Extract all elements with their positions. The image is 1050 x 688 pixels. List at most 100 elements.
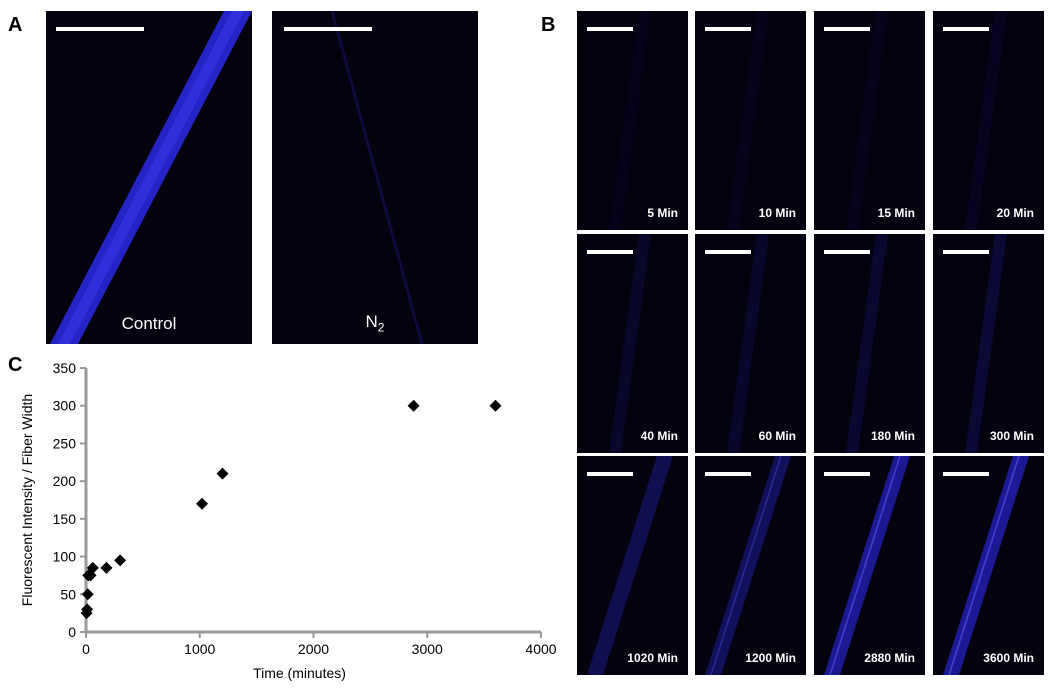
timepoint-caption: 10 Min [758, 206, 796, 220]
scale-bar [705, 472, 751, 476]
micrograph-timepoint: 1200 Min [695, 456, 806, 675]
fiber-image [609, 234, 651, 453]
timepoint-caption: 1020 Min [627, 651, 678, 665]
data-point [86, 561, 99, 574]
fiber-image [705, 456, 791, 675]
micrograph-timepoint: 20 Min [933, 11, 1044, 230]
scale-bar [284, 27, 372, 31]
scale-bar [943, 472, 989, 476]
fiber-image [727, 234, 769, 453]
fiber-image [587, 456, 673, 675]
y-tick-label: 250 [53, 435, 77, 451]
timepoint-caption: 2880 Min [864, 651, 915, 665]
data-point [216, 467, 229, 480]
y-tick-label: 350 [53, 360, 77, 376]
fiber [824, 456, 910, 675]
data-point [114, 554, 127, 567]
scale-bar [943, 27, 989, 31]
data-point [196, 497, 209, 510]
scale-bar [587, 27, 633, 31]
micrograph-timepoint: 1020 Min [577, 456, 688, 675]
data-point [81, 588, 94, 601]
micrograph-nitrogen: N2 [272, 11, 478, 344]
scale-bar [56, 27, 144, 31]
fiber [727, 234, 769, 453]
timepoint-caption: 180 Min [870, 429, 915, 443]
scale-bar [587, 472, 633, 476]
fiber-image [824, 456, 910, 675]
image-caption: N2 [365, 311, 385, 334]
micrograph-timepoint: 10 Min [695, 11, 806, 230]
y-tick-label: 100 [53, 549, 77, 565]
scale-bar [587, 250, 633, 254]
y-tick-label: 300 [53, 398, 77, 414]
fiber [846, 11, 888, 230]
data-point [100, 561, 113, 574]
timepoint-caption: 60 Min [758, 429, 796, 443]
x-tick-label: 3000 [412, 641, 443, 657]
fiber [943, 456, 1029, 675]
fiber [609, 234, 651, 453]
y-tick-label: 150 [53, 511, 77, 527]
timepoint-caption: 20 Min [996, 206, 1034, 220]
x-tick-label: 2000 [298, 641, 329, 657]
fiber-image [330, 11, 424, 344]
micrograph-timepoint: 40 Min [577, 234, 688, 453]
micrograph-timepoint: 300 Min [933, 234, 1044, 453]
scale-bar [943, 250, 989, 254]
x-tick-label: 0 [82, 641, 90, 657]
micrograph-timepoint: 60 Min [695, 234, 806, 453]
fiber [965, 11, 1007, 230]
scale-bar [705, 27, 751, 31]
fiber [846, 234, 888, 453]
data-point [81, 603, 94, 616]
timepoint-caption: 5 Min [647, 206, 678, 220]
panel-label-b: B [541, 14, 556, 36]
micrograph-timepoint: 2880 Min [814, 456, 925, 675]
timepoint-caption: 1200 Min [745, 651, 796, 665]
timepoint-caption: 40 Min [640, 429, 678, 443]
fiber [705, 456, 791, 675]
timepoint-caption: 3600 Min [983, 651, 1034, 665]
fiber [609, 11, 651, 230]
fiber-image [50, 11, 252, 344]
scatter-chart: 0 50 100 150 200 250 300 350 0 1000 2000 3000 4000 Ti… [19, 360, 557, 681]
micrograph-timepoint: 180 Min [814, 234, 925, 453]
y-tick-label: 50 [60, 586, 76, 602]
panel-label-c: C [8, 354, 23, 376]
y-tick-label: 0 [68, 624, 76, 640]
image-caption-subscript: 2 [377, 320, 385, 334]
micrograph-timepoint: 3600 Min [933, 456, 1044, 675]
fiber-edge [710, 456, 782, 675]
panel-label-a: A [8, 14, 23, 36]
scale-bar [824, 250, 870, 254]
micrograph-timepoint: 5 Min [577, 11, 688, 230]
fiber-image [609, 11, 651, 230]
fiber [727, 11, 769, 230]
fiber-image [846, 234, 888, 453]
fiber-edge [948, 456, 1020, 675]
y-tick-label: 200 [53, 473, 77, 489]
image-caption: Control [121, 314, 177, 333]
scale-bar [705, 250, 751, 254]
fiber-image [965, 234, 1007, 453]
y-axis-label: Fluorescent Intensity / Fiber Width [19, 394, 35, 606]
data-point [407, 399, 420, 412]
fiber-image [727, 11, 769, 230]
fiber-image [943, 456, 1029, 675]
micrograph-control: Control [46, 11, 252, 344]
x-axis-label: Time (minutes) [253, 665, 346, 681]
scale-bar [824, 472, 870, 476]
fiber-image [965, 11, 1007, 230]
fiber-edge [829, 456, 901, 675]
data-point [489, 399, 502, 412]
fiber-image [846, 11, 888, 230]
x-tick-label: 1000 [184, 641, 215, 657]
scale-bar [824, 27, 870, 31]
fiber [587, 456, 673, 675]
micrograph-timepoint: 15 Min [814, 11, 925, 230]
x-tick-label: 4000 [525, 641, 556, 657]
fiber [965, 234, 1007, 453]
timepoint-caption: 300 Min [989, 429, 1034, 443]
timepoint-caption: 15 Min [877, 206, 915, 220]
